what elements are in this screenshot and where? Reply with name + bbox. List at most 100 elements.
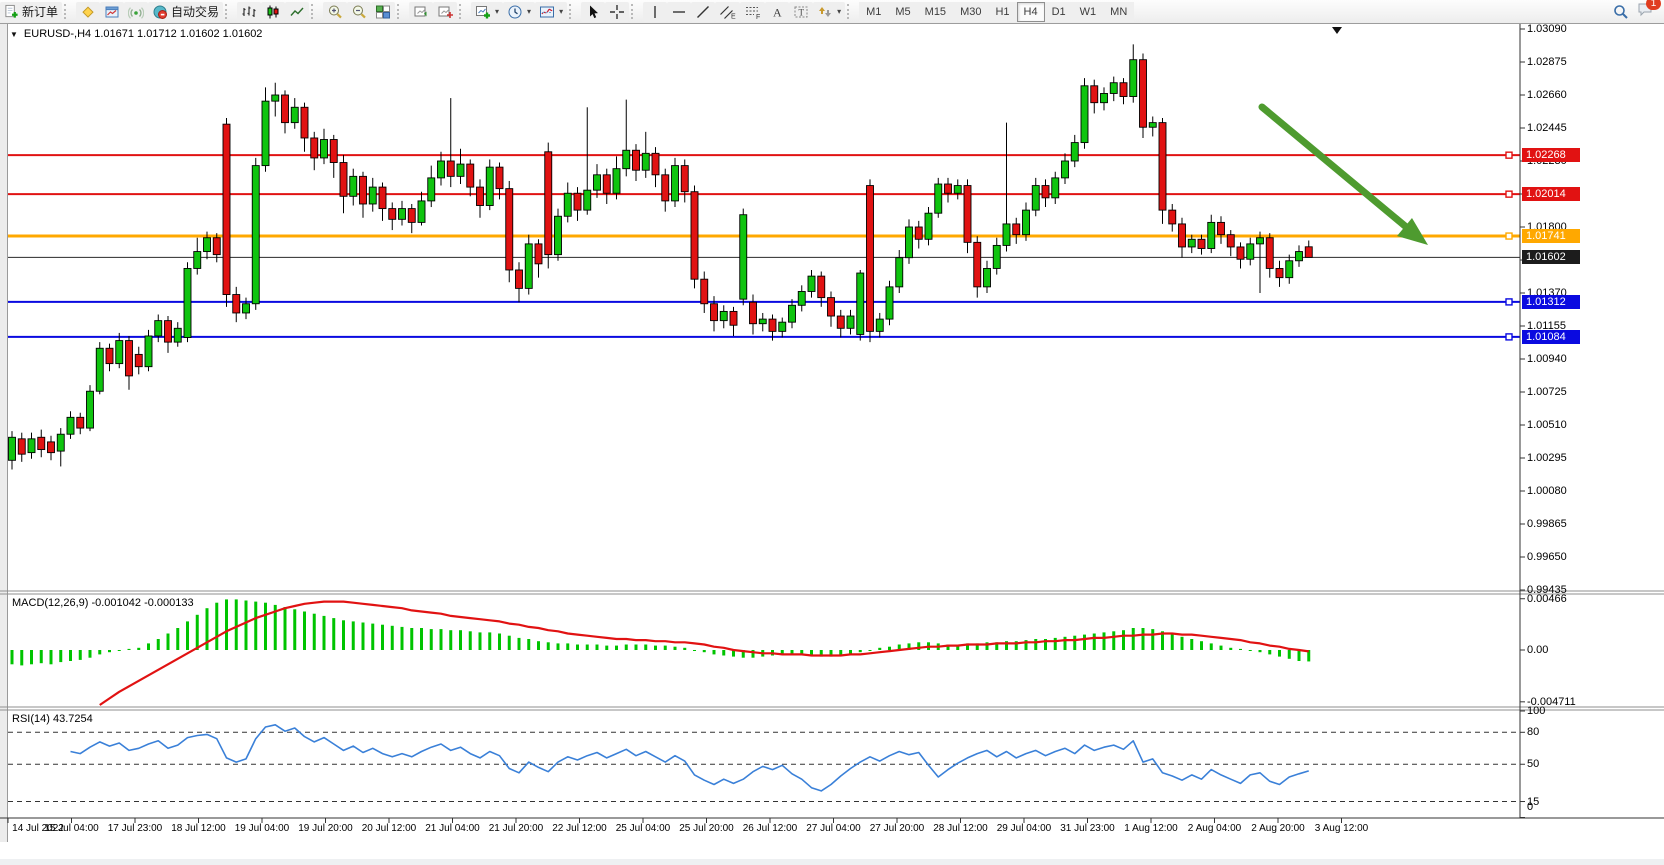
zoom-in-button[interactable]: [323, 1, 348, 22]
tab-timeframe-m5[interactable]: M5: [888, 1, 918, 22]
line-chart-button[interactable]: [285, 1, 310, 22]
trendline-tool-button[interactable]: [691, 1, 716, 22]
tab-timeframe-d1[interactable]: D1: [1044, 1, 1073, 22]
zoom-out-icon: [353, 5, 366, 18]
level-marker-1.01084[interactable]: [1505, 333, 1513, 341]
trend-arrow-head: [1397, 218, 1428, 245]
notifications-button[interactable]: 1: [1637, 0, 1661, 22]
time-axis-label: 28 Jul 12:00: [933, 823, 988, 834]
tab-timeframe-w1[interactable]: W1: [1072, 1, 1104, 22]
price-axis-tick: 1.00080: [1527, 485, 1567, 497]
time-axis-label: 21 Jul 04:00: [425, 823, 480, 834]
zoom-out-button[interactable]: [347, 1, 372, 22]
vertical-line-tool-button[interactable]: [643, 1, 668, 22]
signal-button[interactable]: [124, 1, 149, 22]
text-label-tool-button[interactable]: T: [789, 1, 814, 22]
time-axis-label: 25 Jul 04:00: [615, 823, 671, 834]
tab-timeframe-m15[interactable]: M15: [917, 1, 954, 22]
arrows-icon: [819, 6, 832, 17]
candle-chart-icon: [267, 5, 279, 18]
price-badge-resistance: 1.02014: [1522, 187, 1580, 202]
time-axis-label: 26 Jul 12:00: [742, 823, 798, 834]
arrange-up-button[interactable]: [409, 1, 434, 22]
rsi-label: RSI(14) 43.7254: [12, 713, 93, 725]
autotrade-button[interactable]: 自动交易: [148, 1, 224, 22]
price-axis-tick: 1.00510: [1527, 419, 1567, 431]
add-indicator-button[interactable]: ▾: [471, 1, 504, 22]
text-icon: A: [773, 5, 782, 19]
level-marker-1.02014[interactable]: [1505, 190, 1513, 198]
symbol-dropdown-icon[interactable]: ▼: [10, 29, 18, 39]
macd-axis-tick: 0.00466: [1527, 592, 1567, 605]
templates-button[interactable]: ▾: [535, 1, 568, 22]
time-axis-label: 31 Jul 23:00: [1060, 823, 1115, 834]
bar-chart-button[interactable]: [237, 1, 262, 22]
chart-shift-marker[interactable]: [1332, 27, 1342, 34]
dropdown-caret-icon: ▾: [559, 7, 564, 16]
quotes-button[interactable]: [76, 1, 101, 22]
arrange-add-button[interactable]: [433, 1, 458, 22]
window-left-border: [0, 23, 7, 842]
horizontal-line-tool-button[interactable]: [667, 1, 692, 22]
text-label-icon: T: [794, 6, 808, 17]
tab-timeframe-m30[interactable]: M30: [953, 1, 989, 22]
price-axis-tick: 0.99865: [1527, 518, 1567, 530]
channel-tool-button[interactable]: E: [715, 1, 741, 22]
chart-window[interactable]: ▼ EURUSD-,H4 1.01671 1.01712 1.01602 1.0…: [0, 23, 1664, 865]
quotes-icon: [82, 5, 94, 18]
toolbar-drag-handle[interactable]: [311, 4, 319, 19]
timeframe-toolbar: M1 M5 M15 M30 H1 H4 D1 W1 MN: [859, 1, 1135, 22]
toolbar-drag-handle[interactable]: [64, 4, 72, 19]
time-axis-label: 15 Jul 04:00: [44, 823, 99, 834]
trendline-icon: [697, 5, 710, 18]
price-badge-resistance: 1.02268: [1522, 148, 1580, 163]
toolbar-drag-handle[interactable]: [631, 4, 639, 19]
time-axis-label: 22 Jul 12:00: [552, 823, 607, 834]
price-axis-tick: 1.00725: [1527, 386, 1567, 398]
tile-windows-icon: [376, 5, 391, 18]
channel-icon: E: [720, 5, 736, 20]
trend-arrow-line[interactable]: [1258, 103, 1409, 230]
candles-group: [8, 44, 1313, 470]
chart-canvas[interactable]: [0, 23, 1664, 842]
periods-button[interactable]: ▾: [503, 1, 536, 22]
crosshair-tool-button[interactable]: [605, 1, 630, 22]
fibonacci-tool-button[interactable]: F: [740, 1, 766, 22]
tab-timeframe-m1[interactable]: M1: [859, 1, 889, 22]
price-axis-tick: 0.99435: [1527, 584, 1567, 596]
dropdown-caret-icon: ▾: [837, 7, 842, 16]
level-marker-1.02268[interactable]: [1505, 151, 1513, 159]
level-marker-1.01312[interactable]: [1505, 298, 1513, 306]
crosshair-icon: [610, 4, 625, 19]
time-axis-label: 29 Jul 04:00: [996, 823, 1052, 834]
cursor-tool-button[interactable]: [581, 1, 606, 22]
price-axis-tick: 0.99650: [1527, 551, 1567, 563]
new-order-button[interactable]: 新订单: [0, 1, 63, 22]
main-toolbar: 新订单 自动交易: [0, 0, 1664, 24]
toolbar-drag-handle[interactable]: [459, 4, 467, 19]
time-axis-label: 20 Jul 12:00: [361, 823, 417, 834]
time-axis-label: 27 Jul 04:00: [806, 823, 861, 834]
rsi-axis-tick: 0: [1527, 800, 1534, 813]
time-axis-label: 2 Aug 04:00: [1187, 823, 1242, 834]
time-axis-label: 2 Aug 20:00: [1251, 823, 1305, 834]
tab-timeframe-h4[interactable]: H4: [1016, 1, 1045, 22]
search-icon[interactable]: [1613, 4, 1629, 20]
arrows-tool-button[interactable]: ▾: [813, 1, 846, 22]
chart-window-button[interactable]: [100, 1, 125, 22]
candle-chart-button[interactable]: [261, 1, 286, 22]
toolbar-drag-handle[interactable]: [847, 4, 855, 19]
dropdown-caret-icon: ▾: [495, 7, 500, 16]
tile-windows-button[interactable]: [371, 1, 396, 22]
price-badge-pivot: 1.01741: [1522, 229, 1580, 244]
vertical-line-icon: [654, 5, 656, 18]
toolbar-drag-handle[interactable]: [397, 4, 405, 19]
rsi-axis-tick: 80: [1527, 726, 1540, 739]
level-marker-1.01741[interactable]: [1505, 232, 1513, 240]
toolbar-drag-handle[interactable]: [225, 4, 233, 19]
tab-timeframe-mn[interactable]: MN: [1103, 1, 1135, 22]
tab-timeframe-h1[interactable]: H1: [988, 1, 1017, 22]
line-chart-icon: [290, 7, 304, 16]
toolbar-drag-handle[interactable]: [569, 4, 577, 19]
text-tool-button[interactable]: A: [765, 1, 790, 22]
